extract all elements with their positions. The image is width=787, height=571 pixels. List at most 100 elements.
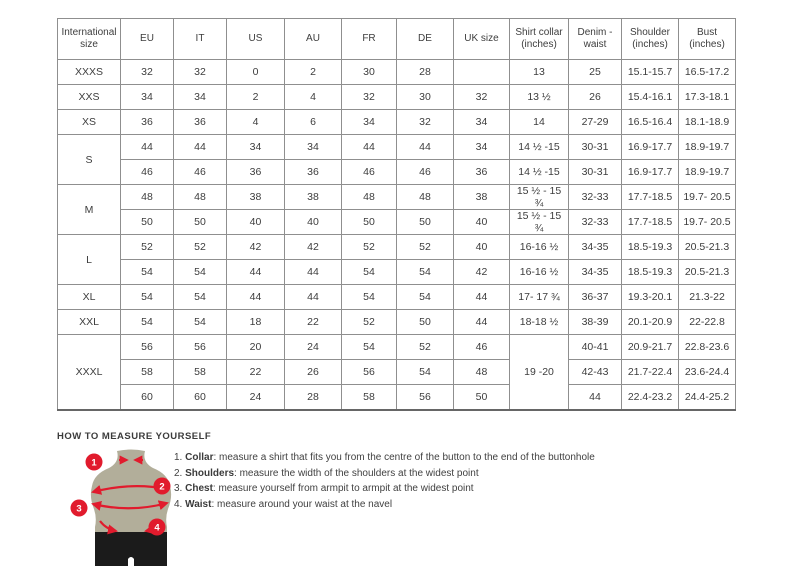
table-row: XL 54 54 44 44 54 54 44 17- 17 ¾ 36-37 19.3-20.1 21… (57, 284, 736, 310)
table-cell: 21.3-22 (678, 284, 736, 310)
table-cell: 40 (226, 209, 285, 235)
table-cell: 54 (120, 259, 174, 285)
table-row: 54 54 44 44 54 54 42 16-16 ½ 34-35 18.5-19.3 20.5-… (58, 259, 736, 285)
table-cell: 58 (173, 359, 227, 385)
table-cell: 32 (173, 59, 227, 85)
table-cell: 50 (396, 309, 454, 335)
instruction-number: 4. (174, 498, 186, 510)
table-cell: 18.5-19.3 (621, 259, 679, 285)
table-cell: 54 (396, 284, 454, 310)
instruction-label: Waist (185, 498, 212, 510)
table-cell: 54 (341, 334, 397, 360)
table-cell: 58 (341, 384, 397, 411)
table-cell: XXL (57, 309, 121, 335)
table-cell: 54 (173, 259, 227, 285)
table-cell: 48 (120, 184, 174, 210)
table-cell: 14 ½ -15 (509, 134, 569, 160)
table-cell: 44 (568, 384, 622, 411)
measure-instruction: 3. Chest: measure yourself from armpit t… (174, 481, 595, 497)
measurement-figure: 1 2 3 4 (64, 447, 196, 566)
table-cell: 20.5-21.3 (678, 234, 736, 260)
table-cell: 18.9-19.7 (678, 159, 736, 185)
table-cell: 52 (396, 334, 454, 360)
table-cell: 38 (284, 184, 342, 210)
table-cell: 36-37 (568, 284, 622, 310)
table-cell: 48 (341, 184, 397, 210)
measure-section-title: HOW TO MEASURE YOURSELF (57, 431, 212, 442)
table-cell: 46 (396, 159, 454, 185)
table-cell: XS (57, 109, 121, 135)
table-cell: 52 (173, 234, 227, 260)
table-cell: 58 (120, 359, 174, 385)
header-row: International size EU IT US AU FR DE UK size Shi… (57, 18, 736, 60)
column-header-2: IT (173, 18, 227, 60)
table-cell: 20.9-21.7 (621, 334, 679, 360)
table-cell: 34-35 (568, 234, 622, 260)
table-cell: 16-16 ½ (509, 259, 569, 285)
table-row: M 48 48 38 38 48 48 38 15 ½ - 15 ¾ 32-33 17.7-18.5… (57, 184, 736, 235)
table-cell: 56 (120, 334, 174, 360)
table-cell: 54 (396, 359, 454, 385)
table-cell: 26 (284, 359, 342, 385)
table-cell: 48 (396, 184, 454, 210)
table-cell: 44 (453, 284, 510, 310)
instruction-number: 3. (174, 483, 186, 495)
table-cell: 50 (173, 209, 227, 235)
table-cell: 17- 17 ¾ (509, 284, 569, 310)
measure-instruction: 1. Collar: measure a shirt that fits you… (174, 450, 595, 466)
table-cell: XXS (57, 84, 121, 110)
table-cell: 20.1-20.9 (621, 309, 679, 335)
table-cell: 44 (396, 134, 454, 160)
table-cell: XL (57, 284, 121, 310)
table-cell: 44 (284, 259, 342, 285)
table-cell: 34 (453, 134, 510, 160)
table-cell: 20 (226, 334, 285, 360)
instruction-text: : measure around your waist at the navel (211, 498, 393, 510)
table-row: 46 46 36 36 46 46 36 14 ½ -15 30-31 16.9-17.7 18.9… (58, 159, 736, 185)
table-cell: 54 (341, 284, 397, 310)
table-cell: 25 (568, 59, 622, 85)
table-cell: 34 (341, 109, 397, 135)
column-header-6: DE (396, 18, 454, 60)
table-cell: 17.7-18.5 (621, 184, 679, 210)
table-cell: 36 (226, 159, 285, 185)
table-cell: 36 (453, 159, 510, 185)
table-cell: 44 (453, 309, 510, 335)
table-cell: 18.1-18.9 (678, 109, 736, 135)
table-cell: 34 (120, 84, 174, 110)
table-cell: 13 ½ (509, 84, 569, 110)
step-4-number: 4 (154, 522, 160, 533)
table-cell: 18 (226, 309, 285, 335)
table-cell: 44 (341, 134, 397, 160)
table-cell: 19.3-20.1 (621, 284, 679, 310)
table-cell: 40 (453, 209, 510, 235)
table-cell: 46 (173, 159, 227, 185)
table-row: L 52 52 42 42 52 52 40 16-16 ½ 34-35 18.5-19.3 20.5… (57, 234, 736, 285)
instruction-text: : measure a shirt that fits you from the… (213, 452, 595, 463)
table-cell: 19 -20 (509, 334, 569, 411)
table-cell: 40-41 (568, 334, 622, 360)
table-cell: 32 (396, 109, 454, 135)
table-cell: 48 (453, 359, 510, 385)
table-cell: 24.4-25.2 (678, 384, 736, 411)
table-cell: 18.5-19.3 (621, 234, 679, 260)
table-cell: 16.5-16.4 (621, 109, 679, 135)
table-cell: 44 (226, 284, 285, 310)
column-header-3: US (226, 18, 285, 60)
column-header-4: AU (284, 18, 342, 60)
table-cell: 32 (341, 84, 397, 110)
table-cell: XXXS (57, 59, 121, 85)
table-cell: M (57, 184, 121, 235)
table-cell: 50 (341, 209, 397, 235)
table-row: 50 50 40 40 50 50 40 15 ½ - 15 ¾ 32-33 17.7-18.5 1… (58, 209, 736, 235)
measure-instruction: 4. Waist: measure around your waist at t… (174, 497, 595, 513)
table-cell: 36 (120, 109, 174, 135)
table-cell: 14 ½ -15 (509, 159, 569, 185)
table-cell: 13 (509, 59, 569, 85)
column-header-11: Bust (inches) (678, 18, 736, 60)
table-cell: L (57, 234, 121, 285)
column-header-1: EU (120, 18, 174, 60)
table-cell: 28 (396, 59, 454, 85)
column-header-10: Shoulder (inches) (621, 18, 679, 60)
table-cell: 54 (173, 309, 227, 335)
